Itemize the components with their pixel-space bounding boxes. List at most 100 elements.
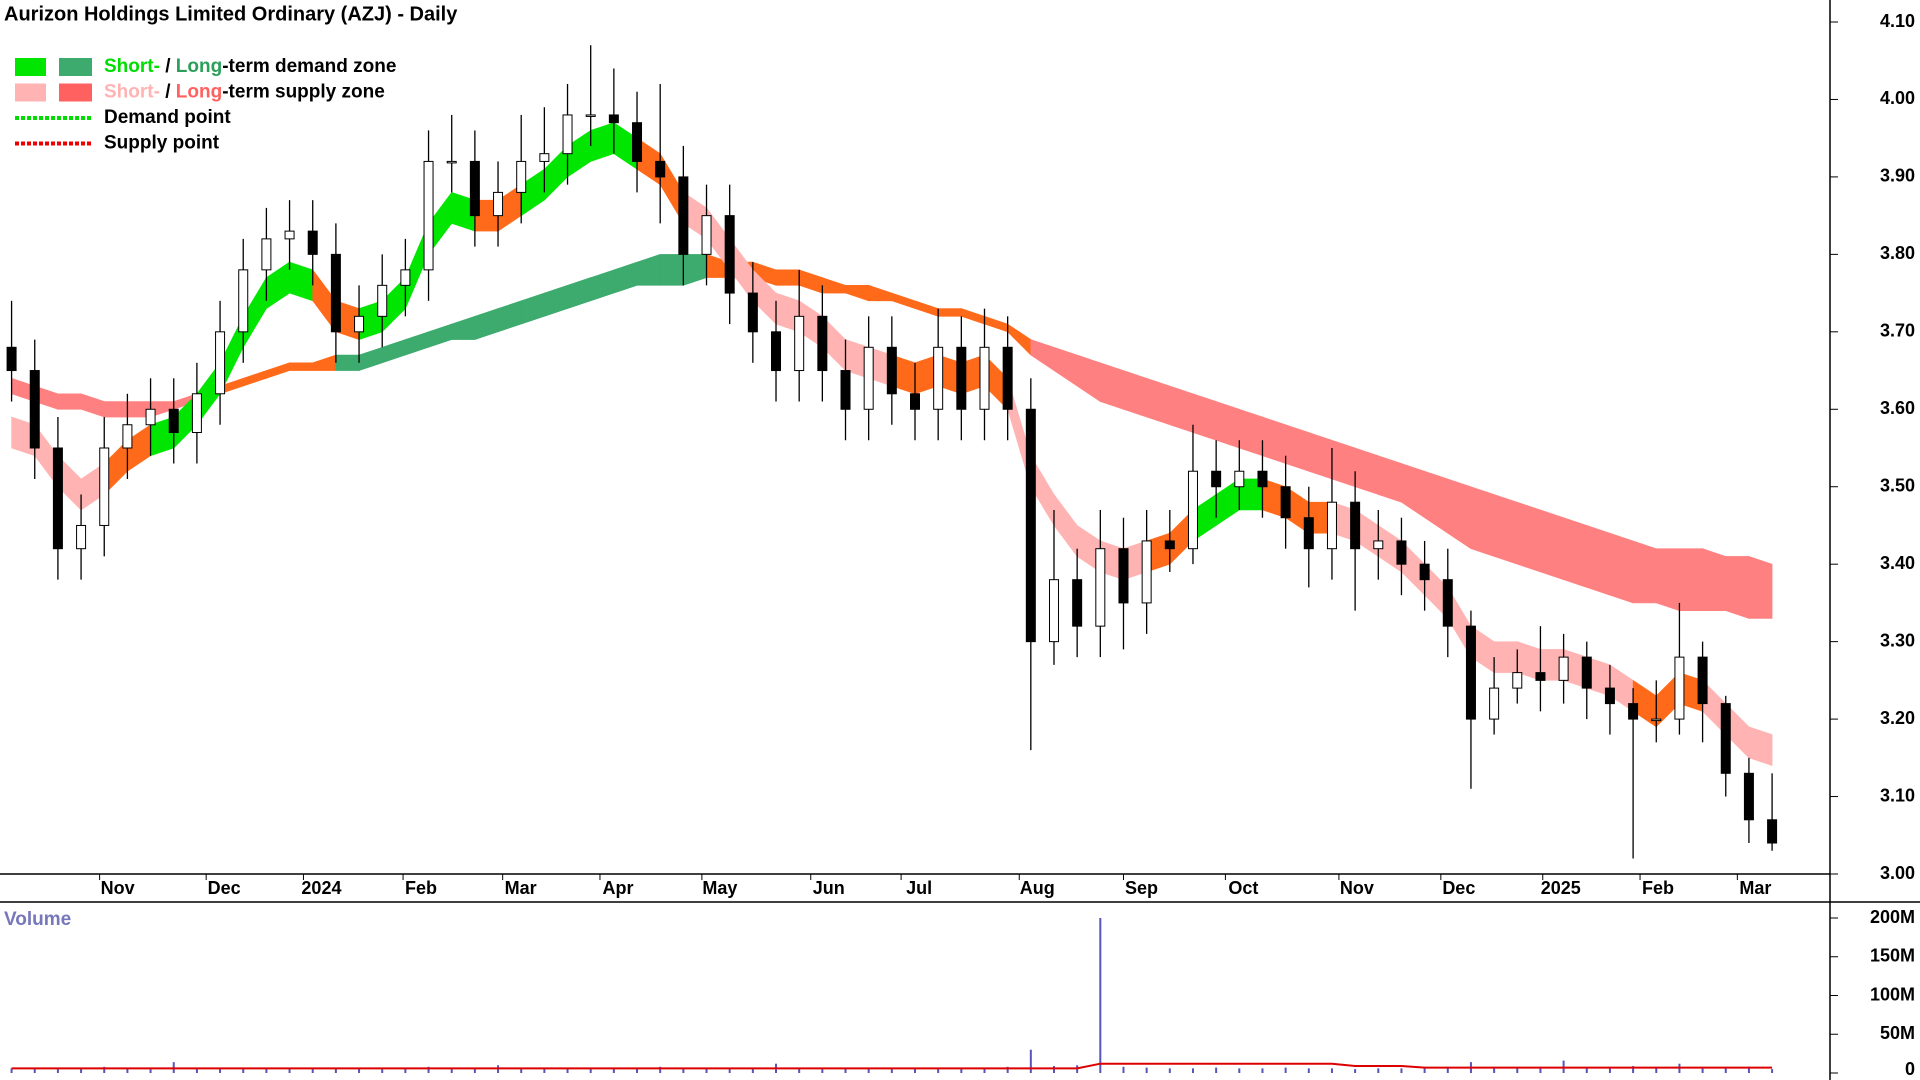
candle-body	[354, 315, 365, 333]
candle-body	[608, 114, 619, 124]
zone-segment	[1146, 377, 1171, 426]
x-tick-label: Mar	[505, 878, 537, 898]
candle-body	[1187, 470, 1198, 550]
zone-segment	[1748, 726, 1773, 766]
candle-body	[99, 447, 110, 526]
candle-body	[1558, 656, 1569, 681]
zone-segment	[1493, 494, 1518, 565]
candles	[6, 45, 1778, 859]
zone-segment	[1262, 416, 1286, 464]
legend-text-part: -term demand zone	[222, 56, 396, 77]
candle-body	[1396, 540, 1407, 565]
volume-y-tick-label: 50M	[1880, 1023, 1915, 1043]
candle-body	[933, 346, 944, 410]
zone-segment	[289, 362, 314, 371]
zone-segment	[1285, 424, 1310, 472]
candle-body	[400, 269, 411, 286]
legend-text-part: Short-	[104, 56, 160, 77]
candle-body	[1581, 656, 1592, 689]
candle-body	[1048, 579, 1059, 643]
volume-y-tick-label: 100M	[1870, 984, 1915, 1004]
zone-segment	[1632, 540, 1657, 604]
zone-segment	[775, 269, 800, 286]
candle-body	[1002, 346, 1013, 410]
candle-body	[678, 176, 689, 255]
candle-body	[215, 331, 226, 395]
zones	[11, 122, 1773, 766]
candle-body	[539, 153, 550, 162]
x-tick-label: Sep	[1125, 878, 1158, 898]
legend-label: Supply point	[104, 133, 220, 154]
candle-body	[747, 292, 758, 333]
chart-title: Aurizon Holdings Limited Ordinary (AZJ) …	[4, 3, 458, 25]
candle-body	[261, 238, 272, 271]
legend-swatch	[59, 83, 92, 102]
candle-body	[1025, 408, 1036, 643]
candle-body	[771, 331, 782, 372]
candle-body	[1465, 625, 1476, 720]
zone-segment	[335, 354, 360, 371]
candle-body	[1651, 718, 1662, 722]
zone-segment	[103, 401, 128, 418]
candle-body	[886, 346, 897, 395]
candle-body	[1095, 548, 1106, 627]
zone-segment	[1702, 548, 1727, 611]
y-tick-label: 3.00	[1880, 863, 1915, 883]
y-tick-label: 4.10	[1880, 11, 1915, 31]
candle-body	[1164, 540, 1175, 550]
zone-segment	[1239, 408, 1263, 457]
x-tick-label: Mar	[1739, 878, 1771, 898]
candle-body	[1141, 540, 1152, 604]
candle-body	[29, 370, 40, 449]
candle-body	[1211, 470, 1222, 488]
zone-segment	[1354, 447, 1379, 495]
zone-segment	[1215, 401, 1240, 449]
candle-body	[632, 122, 643, 162]
candle-body	[1628, 703, 1639, 720]
zone-segment	[937, 308, 962, 317]
candle-body	[1743, 772, 1754, 821]
zone-segment	[1192, 393, 1217, 441]
y-tick-label: 3.90	[1880, 166, 1915, 186]
candle-body	[307, 230, 318, 255]
x-tick-label: Feb	[405, 878, 437, 898]
candle-body	[284, 230, 295, 240]
volume-average	[11, 1062, 1773, 1070]
x-tick-label: 2024	[301, 878, 341, 898]
candle-body	[562, 114, 573, 155]
candle-body	[794, 315, 805, 372]
y-tick-label: 3.50	[1880, 475, 1915, 495]
candle-body	[446, 160, 457, 164]
zone-segment	[1308, 432, 1333, 480]
y-tick-label: 3.80	[1880, 243, 1915, 263]
zone-segment	[1725, 556, 1750, 619]
zone-segment	[659, 254, 684, 286]
x-tick-label: May	[702, 878, 737, 898]
y-tick-label: 3.40	[1880, 553, 1915, 573]
candle-body	[1674, 656, 1685, 720]
legend-text-part: Demand point	[104, 107, 231, 128]
x-tick-label: Nov	[101, 878, 135, 898]
candle-body	[1697, 656, 1708, 705]
x-tick-label: Oct	[1228, 878, 1258, 898]
candle-body	[1767, 819, 1778, 844]
legend-swatch	[15, 58, 46, 76]
candle-body	[1257, 470, 1268, 488]
x-tick-label: Aug	[1020, 878, 1055, 898]
volume-y-tick-label: 200M	[1870, 907, 1915, 927]
candle-body	[585, 114, 596, 117]
zone-segment	[1493, 641, 1518, 673]
volume-y-tick-label: 0	[1905, 1059, 1915, 1079]
y-tick-label: 3.20	[1880, 708, 1915, 728]
zone-segment	[1169, 385, 1194, 433]
candle-body	[330, 253, 341, 333]
legend-text-part: Short-	[104, 82, 160, 103]
legend-text-part: /	[160, 56, 176, 77]
y-tick-label: 3.10	[1880, 785, 1915, 805]
candle-body	[701, 215, 712, 255]
candle-body	[469, 160, 480, 217]
candle-body	[863, 346, 874, 410]
